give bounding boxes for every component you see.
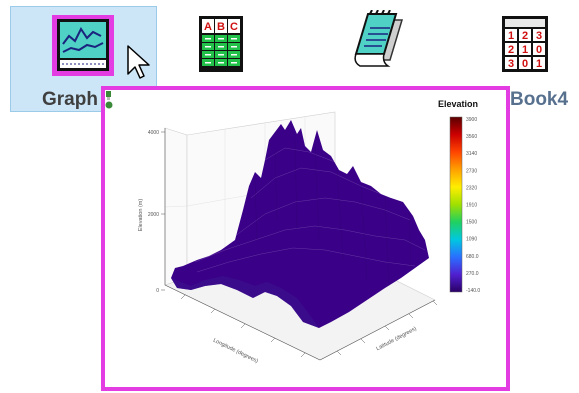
svg-text:B: B bbox=[217, 21, 225, 33]
color-scale-label: -140.0 bbox=[466, 288, 480, 294]
graph-window-icon[interactable] bbox=[51, 14, 117, 78]
graph1-label: Graph bbox=[42, 89, 98, 110]
legend-title: Elevation bbox=[438, 99, 479, 109]
pin-icon[interactable] bbox=[105, 90, 113, 110]
color-scale-label: 680.0 bbox=[466, 254, 479, 260]
z-tick-0: 0 bbox=[156, 288, 159, 294]
svg-text:3: 3 bbox=[508, 58, 514, 70]
color-scale-label: 2730 bbox=[466, 168, 477, 174]
z-axis-title: Elevation (m) bbox=[138, 199, 144, 232]
y-axis-title: Latitude (degrees) bbox=[375, 326, 417, 352]
elevation-surface bbox=[171, 120, 429, 328]
z-tick-2000: 2000 bbox=[148, 212, 159, 218]
color-scale-label: 270.0 bbox=[466, 271, 479, 277]
graph-preview-popup: 4000 2000 0 Elevation (m) Longitude (deg… bbox=[101, 86, 510, 391]
svg-text:2: 2 bbox=[508, 44, 514, 56]
notes-icon[interactable] bbox=[350, 10, 408, 76]
svg-text:3: 3 bbox=[536, 30, 542, 42]
color-scale-label: 3560 bbox=[466, 134, 477, 140]
z-tick-4000: 4000 bbox=[148, 130, 159, 136]
svg-text:A: A bbox=[204, 21, 212, 33]
worksheet-abc-icon[interactable]: A B C bbox=[197, 14, 245, 76]
svg-text:1: 1 bbox=[522, 44, 528, 56]
color-scale-label: 2320 bbox=[466, 185, 477, 191]
color-scale-label: 1500 bbox=[466, 220, 477, 226]
svg-text:2: 2 bbox=[522, 30, 528, 42]
color-scale-bar bbox=[449, 116, 463, 293]
color-scale-label: 1090 bbox=[466, 237, 477, 243]
color-scale-label: 3900 bbox=[466, 117, 477, 123]
surface-3d-plot: 4000 2000 0 Elevation (m) Longitude (deg… bbox=[138, 111, 480, 365]
book4-label: Book4 bbox=[510, 89, 569, 110]
svg-text:0: 0 bbox=[522, 58, 528, 70]
svg-text:1: 1 bbox=[536, 58, 542, 70]
color-scale-label: 3140 bbox=[466, 151, 477, 157]
mouse-cursor-icon bbox=[127, 45, 150, 79]
svg-text:1: 1 bbox=[508, 30, 514, 42]
color-scale-labels: 3900 3560 3140 2730 2320 1910 1500 1090 680.0 270… bbox=[466, 117, 480, 294]
color-scale-label: 1910 bbox=[466, 203, 477, 209]
svg-text:0: 0 bbox=[536, 44, 542, 56]
svg-text:C: C bbox=[230, 21, 238, 33]
x-axis-title: Longitude (degrees) bbox=[212, 338, 259, 365]
